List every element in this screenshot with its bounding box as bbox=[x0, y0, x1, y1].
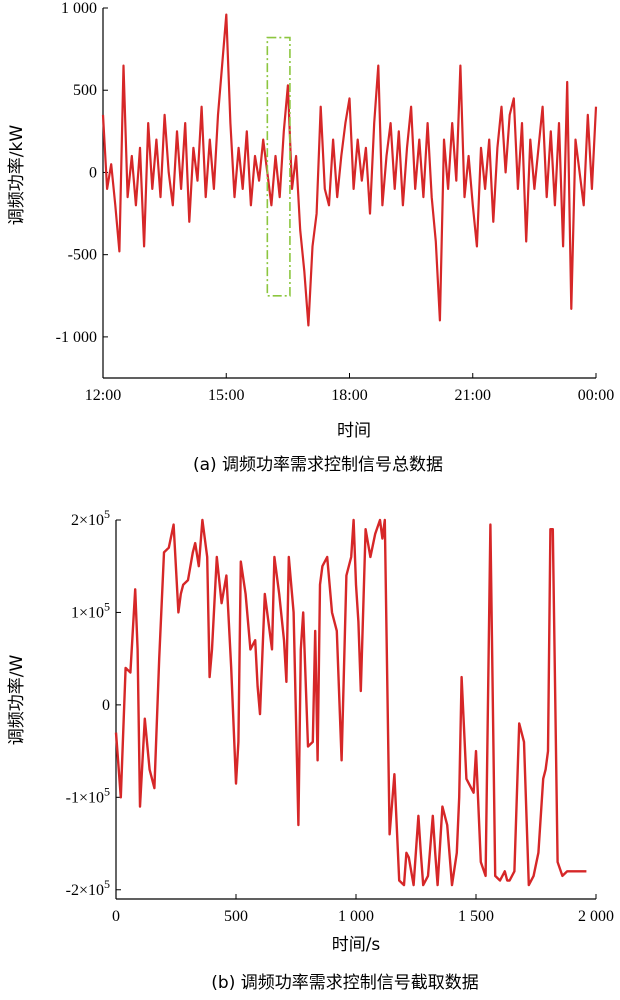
chart-a-xtick-label: 12:00 bbox=[85, 387, 121, 404]
chart-b-xtick-label: 0 bbox=[112, 908, 120, 925]
chart-b-ytick-label: -1×105 bbox=[66, 784, 110, 806]
chart-a-xtick-label: 21:00 bbox=[455, 387, 491, 404]
chart-b-xtick-label: 500 bbox=[224, 908, 248, 925]
chart-a-caption: (a) 调频功率需求控制信号总数据 bbox=[193, 455, 443, 475]
chart-a-ylabel: 调频功率/kW bbox=[7, 125, 27, 226]
chart-a-series-line bbox=[101, 13, 598, 327]
chart-b-series-line bbox=[114, 518, 587, 887]
chart-a-highlight-box bbox=[266, 36, 291, 297]
chart-a-ytick-label: 0 bbox=[89, 164, 97, 181]
chart-b-ytick-label: 2×105 bbox=[71, 507, 110, 529]
chart-a-ytick-label: 500 bbox=[73, 82, 97, 99]
chart-b-ytick-label: 0 bbox=[102, 697, 110, 714]
chart-a-ytick-label: -500 bbox=[68, 247, 97, 264]
chart-a-xlabel: 时间 bbox=[337, 421, 371, 441]
chart-b-caption: (b) 调频功率需求控制信号截取数据 bbox=[211, 973, 478, 993]
chart-b-xtick-label: 1 500 bbox=[458, 908, 494, 925]
chart-b-xlabel: 时间/s bbox=[332, 935, 381, 955]
chart-b-xtick-label: 2 000 bbox=[578, 908, 614, 925]
chart-b-ytick-label: 1×105 bbox=[71, 599, 110, 621]
chart-b-xtick-label: 1 000 bbox=[338, 908, 374, 925]
chart-b-ytick-label: -2×105 bbox=[66, 877, 110, 899]
chart-a-ytick-label: -1 000 bbox=[56, 329, 97, 346]
chart-a: -1 000 -500 0 500 1 000 12:00 15:00 18:00 21:00 0… bbox=[56, 0, 615, 404]
chart-a-xtick-label: 18:00 bbox=[331, 387, 367, 404]
chart-a-xtick-label: 15:00 bbox=[208, 387, 244, 404]
chart-a-ytick-label: 1 000 bbox=[61, 0, 97, 17]
chart-b-ylabel: 调频功率/W bbox=[7, 655, 27, 746]
chart-a-xtick-label: 00:00 bbox=[578, 387, 614, 404]
